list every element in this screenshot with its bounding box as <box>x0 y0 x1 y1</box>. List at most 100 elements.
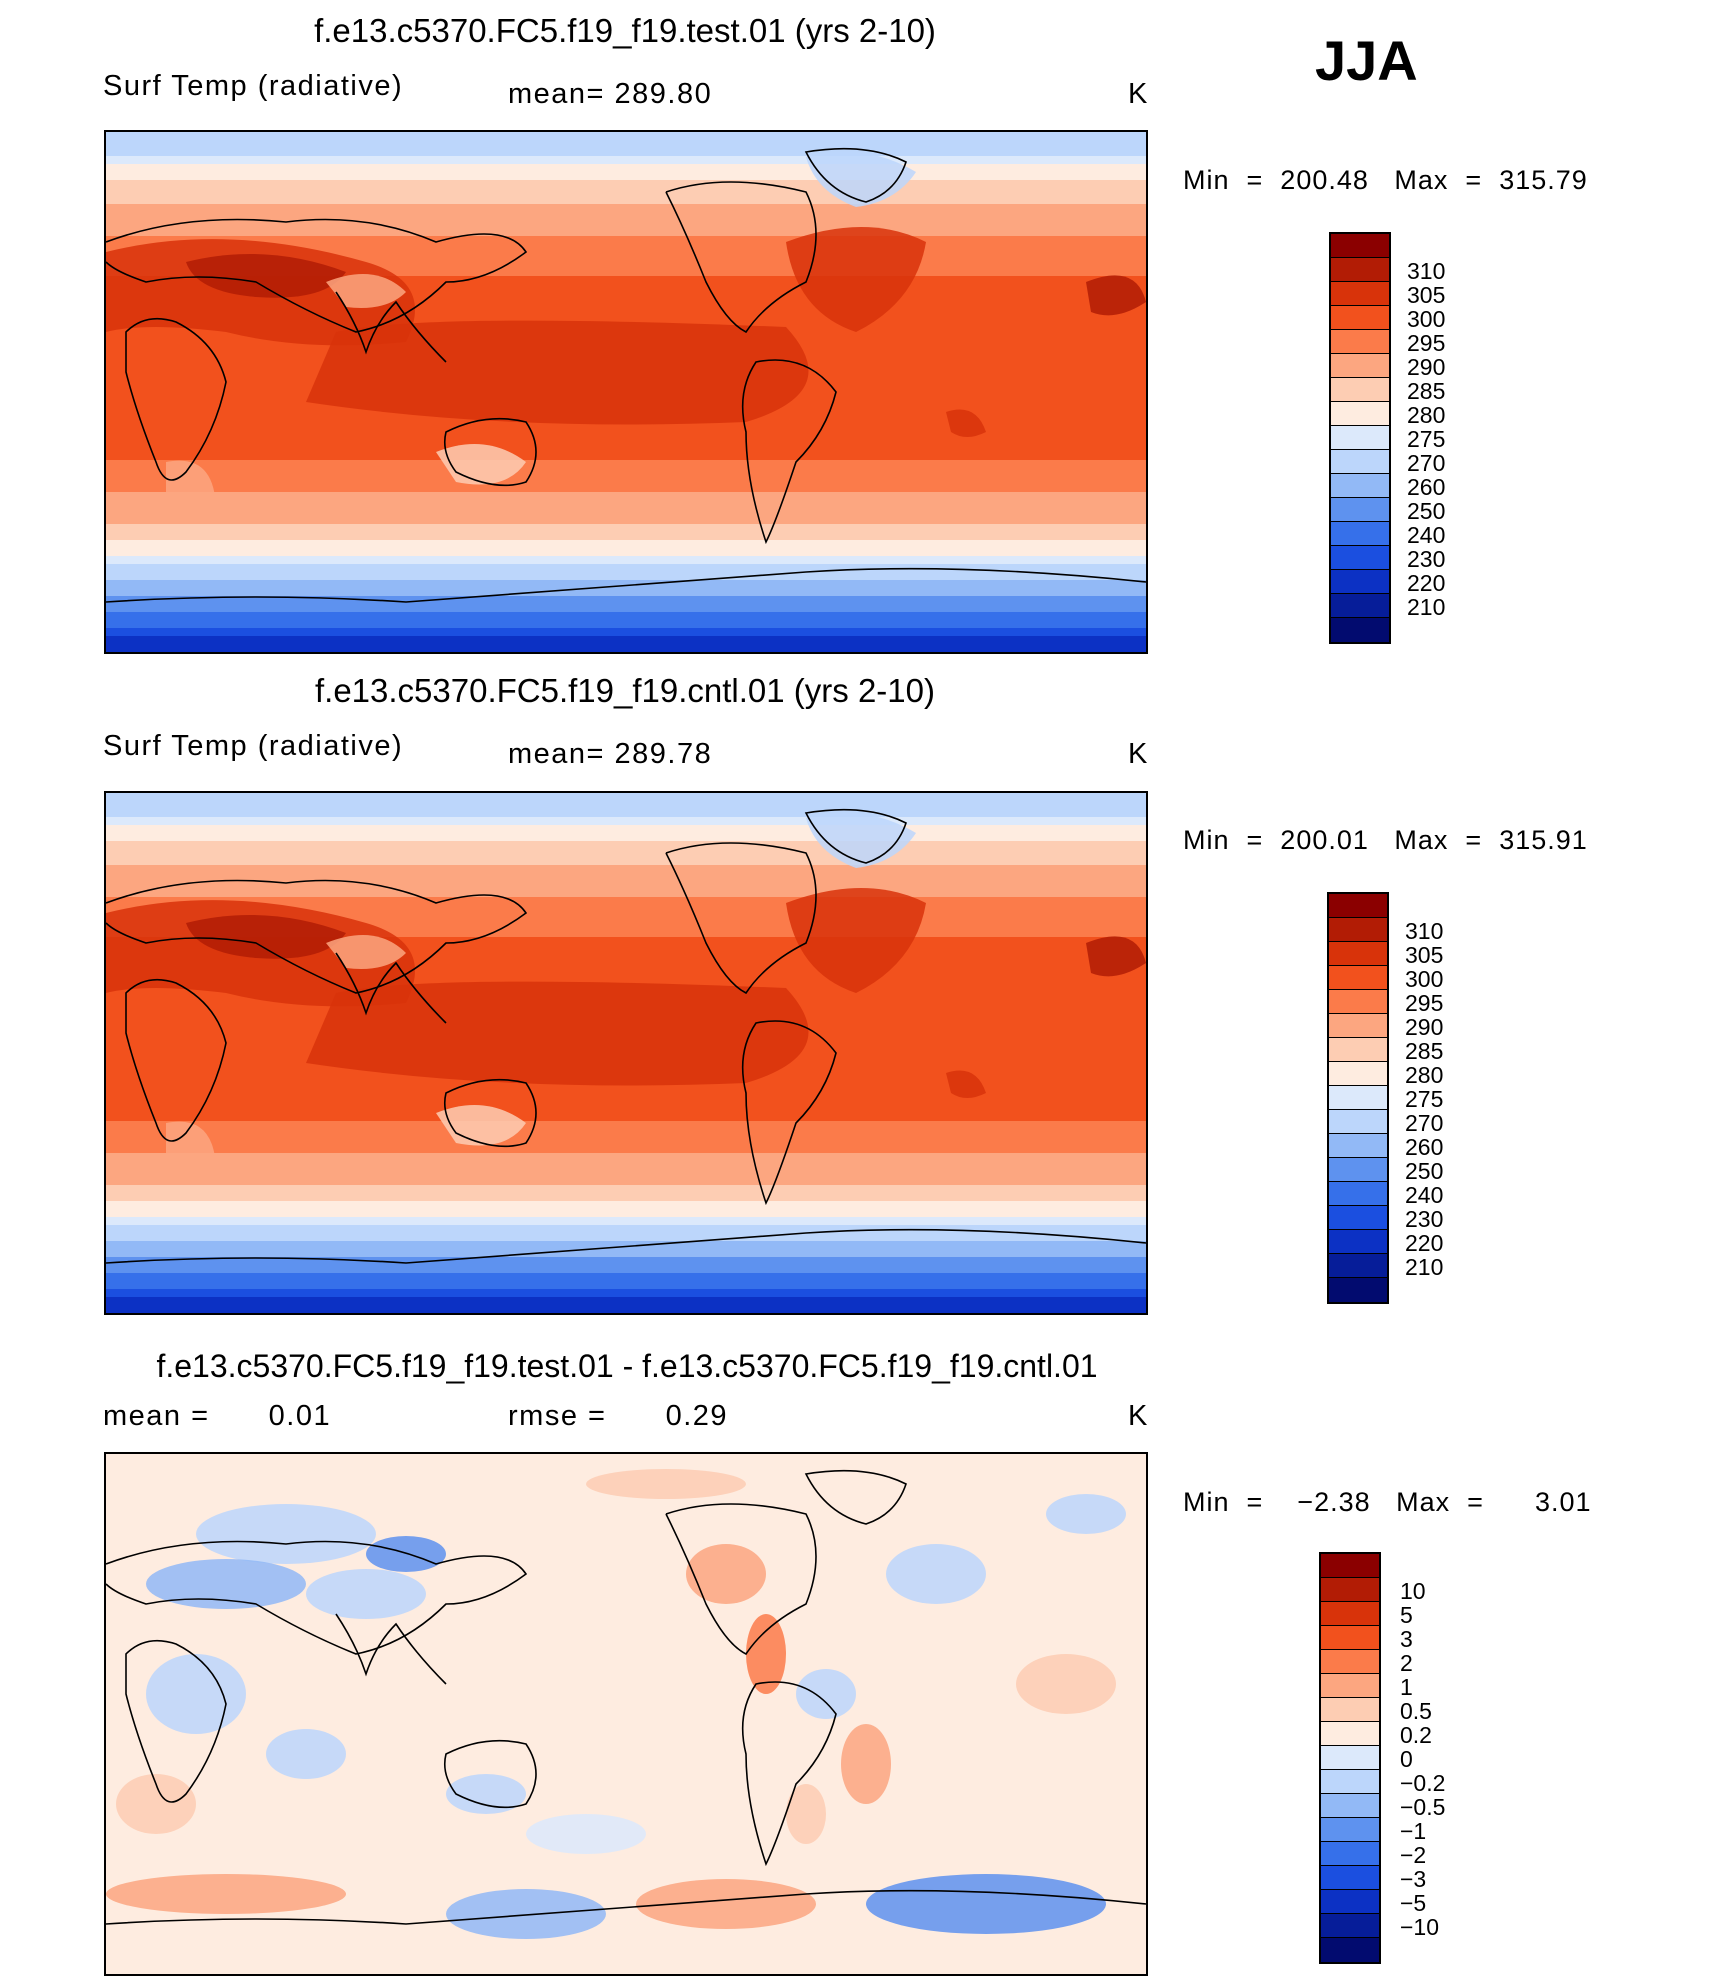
panel-diff-colorbar-swatch <box>1321 1746 1379 1770</box>
panel-cntl-colorbar-swatch <box>1329 942 1387 966</box>
panel-test-lat-band <box>106 436 1146 445</box>
panel-cntl-colorbar-tick-label: 310 <box>1405 918 1444 944</box>
panel-cntl-lat-band <box>106 1097 1146 1106</box>
panel-cntl-land-feature <box>186 915 346 959</box>
panel-test-lat-band <box>106 156 1146 165</box>
panel-cntl-lat-band <box>106 1129 1146 1138</box>
panel-test-lat-band <box>106 284 1146 293</box>
panel-diff-max-value: 3.01 <box>1534 1487 1592 1517</box>
panel-test-variable: Surf Temp (radiative) <box>103 70 404 102</box>
panel-diff-anomaly-feature <box>306 1569 426 1619</box>
panel-test-colorbar-tick-label: 285 <box>1407 378 1446 404</box>
panel-test-colorbar-swatch <box>1331 402 1389 426</box>
panel-cntl-lat-band <box>106 1241 1146 1250</box>
panel-diff-map <box>104 1452 1148 1976</box>
panel-test-colorbar-swatch <box>1331 474 1389 498</box>
panel-diff-colorbar-tick-label: −0.2 <box>1400 1770 1446 1796</box>
panel-diff-colorbar-tick-label: −0.5 <box>1400 1794 1446 1820</box>
panel-test-coastline <box>804 147 907 203</box>
panel-test-lat-band <box>106 444 1146 453</box>
panel-test-lat-band <box>106 236 1146 245</box>
panel-cntl-colorbar-tick-label: 305 <box>1405 942 1444 968</box>
panel-cntl-lat-band <box>106 953 1146 962</box>
panel-cntl-colorbar-swatch <box>1329 1158 1387 1182</box>
panel-test-coastline <box>106 567 1146 603</box>
panel-cntl-lat-band <box>106 961 1146 970</box>
panel-test-colorbar-tick-label: 300 <box>1407 306 1446 332</box>
panel-cntl-lat-band <box>106 897 1146 906</box>
panel-test-lat-band <box>106 252 1146 261</box>
panel-diff-colorbar-swatch <box>1321 1914 1379 1938</box>
panel-test-lat-band <box>106 596 1146 605</box>
panel-cntl-lat-band <box>106 849 1146 858</box>
panel-diff-anomaly-feature <box>866 1874 1106 1934</box>
panel-diff-anomaly-feature <box>796 1669 856 1719</box>
panel-cntl-lat-band <box>106 881 1146 890</box>
panel-diff-colorbar-swatch <box>1321 1674 1379 1698</box>
panel-test-map-svg <box>106 132 1146 652</box>
panel-cntl-lat-band <box>106 1193 1146 1202</box>
panel-test-lat-band <box>106 316 1146 325</box>
panel-diff-coastline <box>665 1503 817 1656</box>
panel-cntl-lat-band <box>106 1209 1146 1218</box>
panel-test-max-value: 315.79 <box>1499 165 1588 195</box>
panel-test-coastline <box>335 291 447 363</box>
panel-diff-colorbar-tick-label: 0 <box>1400 1746 1413 1772</box>
panel-diff-colorbar-swatch <box>1321 1554 1379 1578</box>
panel-test-land-feature <box>1086 275 1146 316</box>
panel-test-lat-band <box>106 508 1146 517</box>
panel-diff-anomaly-feature <box>526 1814 646 1854</box>
panel-test-lat-band <box>106 188 1146 197</box>
panel-cntl-colorbar-swatch <box>1329 966 1387 990</box>
panel-cntl-lat-band <box>106 977 1146 986</box>
panel-diff-colorbar-tick-label: −3 <box>1400 1866 1427 1892</box>
panel-test-colorbar-swatch <box>1331 618 1389 642</box>
panel-cntl-land-feature <box>306 981 809 1086</box>
panel-diff-max-label: Max <box>1396 1487 1451 1517</box>
panel-cntl-land-feature <box>806 813 916 868</box>
panel-cntl-lat-band <box>106 1297 1146 1306</box>
panel-diff-colorbar-tick-label: −10 <box>1400 1914 1440 1940</box>
panel-test-colorbar-swatch <box>1331 450 1389 474</box>
panel-cntl-lat-band <box>106 1305 1146 1313</box>
panel-cntl-land-feature <box>326 935 406 969</box>
panel-test-colorbar-tick-label: 275 <box>1407 426 1446 452</box>
panel-diff-colorbar-tick-label: 0.5 <box>1400 1698 1432 1724</box>
panel-diff-anomaly-feature <box>446 1889 606 1939</box>
panel-diff-rmse: rmse = 0.29 <box>508 1400 728 1433</box>
panel-diff-colorbar-tick-label: 2 <box>1400 1650 1413 1676</box>
panel-cntl-lat-band <box>106 873 1146 882</box>
panel-test-colorbar-swatch <box>1331 498 1389 522</box>
panel-test-lat-band <box>106 548 1146 557</box>
panel-diff-title: f.e13.c5370.FC5.f19_f19.test.01 - f.e13.… <box>156 1348 1098 1384</box>
panel-test-colorbar-swatch <box>1331 522 1389 546</box>
panel-diff-colorbar-tick-label: −1 <box>1400 1818 1427 1844</box>
panel-diff-minmax: Min = −2.38 Max = 3.01 <box>1183 1487 1592 1517</box>
panel-cntl-colorbar-tick-label: 240 <box>1405 1182 1444 1208</box>
panel-diff-colorbar-tick-label: 10 <box>1400 1578 1426 1604</box>
panel-test-coastline <box>443 417 537 487</box>
panel-cntl-coastline <box>804 808 907 864</box>
panel-cntl-colorbar-swatch <box>1329 1038 1387 1062</box>
panel-diff-anomaly-feature <box>116 1774 196 1834</box>
panel-cntl-colorbar-swatch <box>1329 918 1387 942</box>
panel-test-colorbar-tick-label: 260 <box>1407 474 1446 500</box>
panel-cntl-variable: Surf Temp (radiative) <box>103 730 404 762</box>
panel-test-lat-band <box>106 620 1146 629</box>
panel-test-lat-band <box>106 276 1146 285</box>
panel-test-lat-band <box>106 212 1146 221</box>
panel-test-lat-band <box>106 636 1146 645</box>
panel-diff-min-value: −2.38 <box>1297 1487 1371 1517</box>
panel-cntl-lat-band <box>106 1281 1146 1290</box>
panel-diff-anomaly-feature <box>746 1614 786 1694</box>
panel-cntl-lat-band <box>106 1217 1146 1226</box>
panel-test-lat-band <box>106 428 1146 437</box>
panel-test-lat-band <box>106 532 1146 541</box>
panel-cntl-colorbar-tick-label: 220 <box>1405 1230 1444 1256</box>
panel-cntl-colorbar-swatch <box>1329 1134 1387 1158</box>
panel-test-lat-band <box>106 220 1146 229</box>
panel-diff-colorbar-tick-label: 3 <box>1400 1626 1413 1652</box>
panel-diff-anomaly-feature <box>446 1774 526 1814</box>
panel-diff-anomaly-feature <box>196 1504 376 1564</box>
panel-test-colorbar-swatch <box>1331 546 1389 570</box>
